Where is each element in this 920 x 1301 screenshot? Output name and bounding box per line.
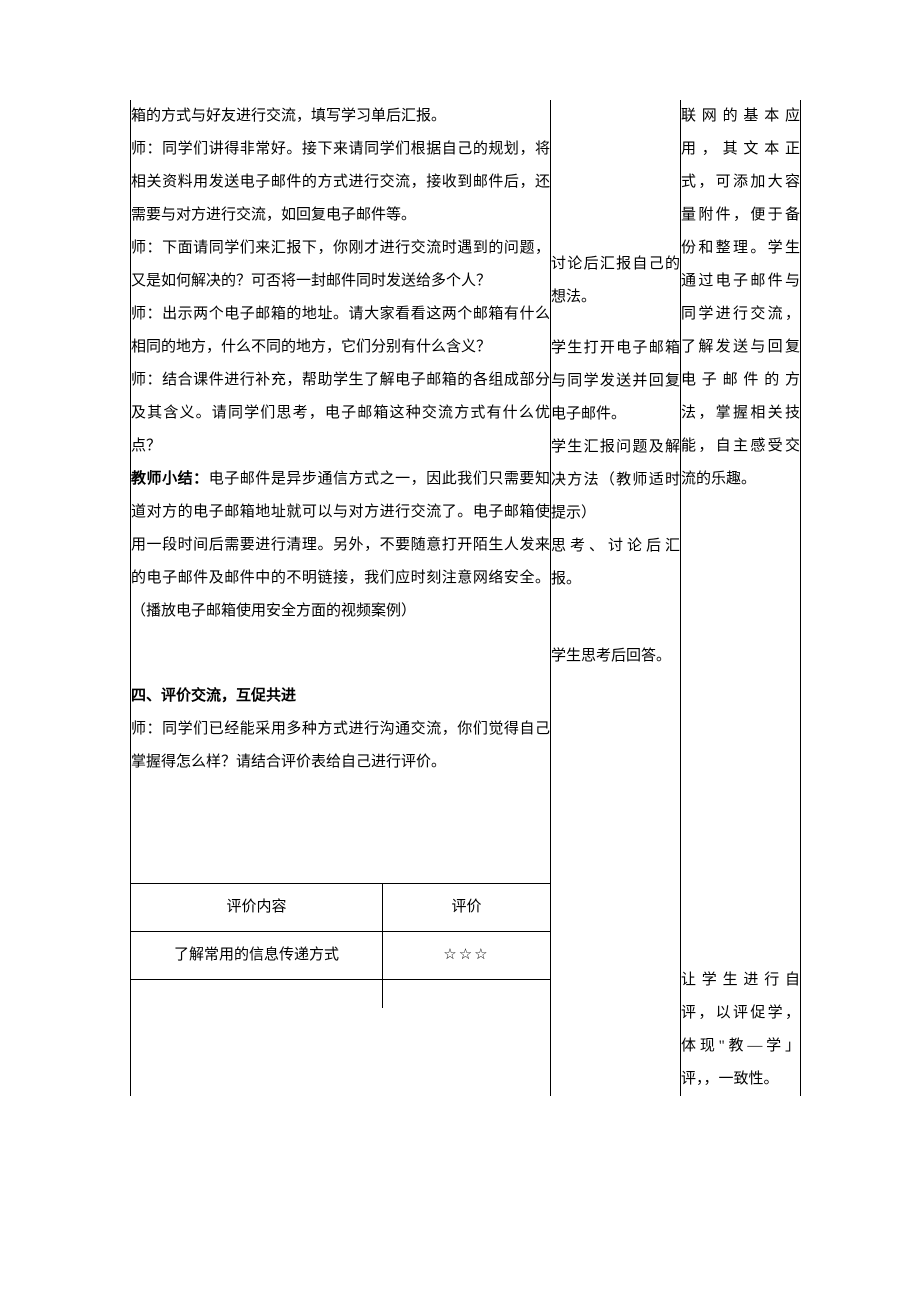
- paragraph: 让学生进行自评，以评促学，体现"教—学」评，，一致性。: [681, 964, 800, 1096]
- spacer: [131, 805, 550, 831]
- eval-empty: [131, 980, 382, 1009]
- spacer: [551, 100, 680, 126]
- evaluation-table: 评价内容 评价 了解常用的信息传递方式 ☆☆☆: [131, 883, 550, 1008]
- paragraph: 师：同学们已经能采用多种方式进行沟通交流，你们觉得自己掌握得怎么样？请结合评价表…: [131, 713, 550, 779]
- spacer: [681, 834, 800, 860]
- teacher-summary-label: 教师小结：: [131, 471, 209, 487]
- spacer: [551, 596, 680, 622]
- table-row: [131, 980, 550, 1009]
- spacer: [681, 600, 800, 626]
- paragraph: 箱的方式与好友进行交流，填写学习单后汇报。: [131, 100, 550, 133]
- spacer: [551, 152, 680, 178]
- paragraph: 讨论后汇报自己的想法。: [551, 248, 680, 314]
- eval-header-content: 评价内容: [131, 884, 382, 932]
- spacer: [681, 574, 800, 600]
- spacer: [131, 654, 550, 680]
- spacer: [131, 857, 550, 883]
- spacer: [551, 230, 680, 248]
- spacer: [681, 652, 800, 678]
- spacer: [681, 886, 800, 912]
- spacer: [551, 178, 680, 204]
- spacer: [131, 779, 550, 805]
- spacer: [681, 782, 800, 808]
- spacer: [551, 204, 680, 230]
- spacer: [681, 496, 800, 522]
- spacer: [681, 938, 800, 964]
- paragraph: 思考、讨论后汇报。: [551, 530, 680, 596]
- document-page: 箱的方式与好友进行交流，填写学习单后汇报。 师：同学们讲得非常好。接下来请同学们…: [0, 0, 920, 1156]
- teacher-summary-text: 电子邮件是异步通信方式之一，因此我们只需要知道对方的电子邮箱地址就可以与对方进行…: [131, 471, 550, 619]
- paragraph: 联网的基本应用，其文本正式，可添加大容量附件，便于备份和整理。学生通过电子邮件与…: [681, 100, 800, 496]
- paragraph: 教师小结：电子邮件是异步通信方式之一，因此我们只需要知道对方的电子邮箱地址就可以…: [131, 463, 550, 628]
- paragraph: 学生汇报问题及解决方法（教师适时提示）: [551, 431, 680, 530]
- spacer: [131, 831, 550, 857]
- spacer: [681, 548, 800, 574]
- spacer: [131, 628, 550, 654]
- spacer: [551, 126, 680, 152]
- spacer: [681, 808, 800, 834]
- spacer: [681, 704, 800, 730]
- spacer: [681, 756, 800, 782]
- spacer: [681, 912, 800, 938]
- paragraph: 师：结合课件进行补充，帮助学生了解电子邮箱的各组成部分及其含义。请同学们思考，电…: [131, 364, 550, 463]
- spacer: [681, 626, 800, 652]
- spacer: [551, 622, 680, 640]
- spacer: [681, 678, 800, 704]
- eval-item: 了解常用的信息传递方式: [131, 932, 382, 980]
- eval-empty: [382, 980, 550, 1009]
- table-row: 了解常用的信息传递方式 ☆☆☆: [131, 932, 550, 980]
- teacher-activity-cell: 箱的方式与好友进行交流，填写学习单后汇报。 师：同学们讲得非常好。接下来请同学们…: [131, 100, 551, 1096]
- spacer: [681, 860, 800, 886]
- table-row: 箱的方式与好友进行交流，填写学习单后汇报。 师：同学们讲得非常好。接下来请同学们…: [131, 100, 801, 1096]
- paragraph: 师：下面请同学们来汇报下，你刚才进行交流时遇到的问题，又是如何解决的？可否将一封…: [131, 232, 550, 298]
- lesson-plan-table: 箱的方式与好友进行交流，填写学习单后汇报。 师：同学们讲得非常好。接下来请同学们…: [130, 100, 801, 1096]
- spacer: [681, 522, 800, 548]
- paragraph: 学生打开电子邮箱与同学发送并回复电子邮件。: [551, 332, 680, 431]
- spacer: [551, 314, 680, 332]
- paragraph: 师：出示两个电子邮箱的地址。请大家看看这两个邮箱有什么相同的地方，什么不同的地方…: [131, 298, 550, 364]
- paragraph: 学生思考后回答。: [551, 640, 680, 673]
- spacer: [681, 730, 800, 756]
- table-row: 评价内容 评价: [131, 884, 550, 932]
- student-activity-cell: 讨论后汇报自己的想法。 学生打开电子邮箱与同学发送并回复电子邮件。 学生汇报问题…: [551, 100, 681, 1096]
- eval-header-rating: 评价: [382, 884, 550, 932]
- eval-stars: ☆☆☆: [382, 932, 550, 980]
- design-intent-cell: 联网的基本应用，其文本正式，可添加大容量附件，便于备份和整理。学生通过电子邮件与…: [681, 100, 801, 1096]
- section-title: 四、评价交流，互促共进: [131, 680, 550, 713]
- paragraph: 师：同学们讲得非常好。接下来请同学们根据自己的规划，将相关资料用发送电子邮件的方…: [131, 133, 550, 232]
